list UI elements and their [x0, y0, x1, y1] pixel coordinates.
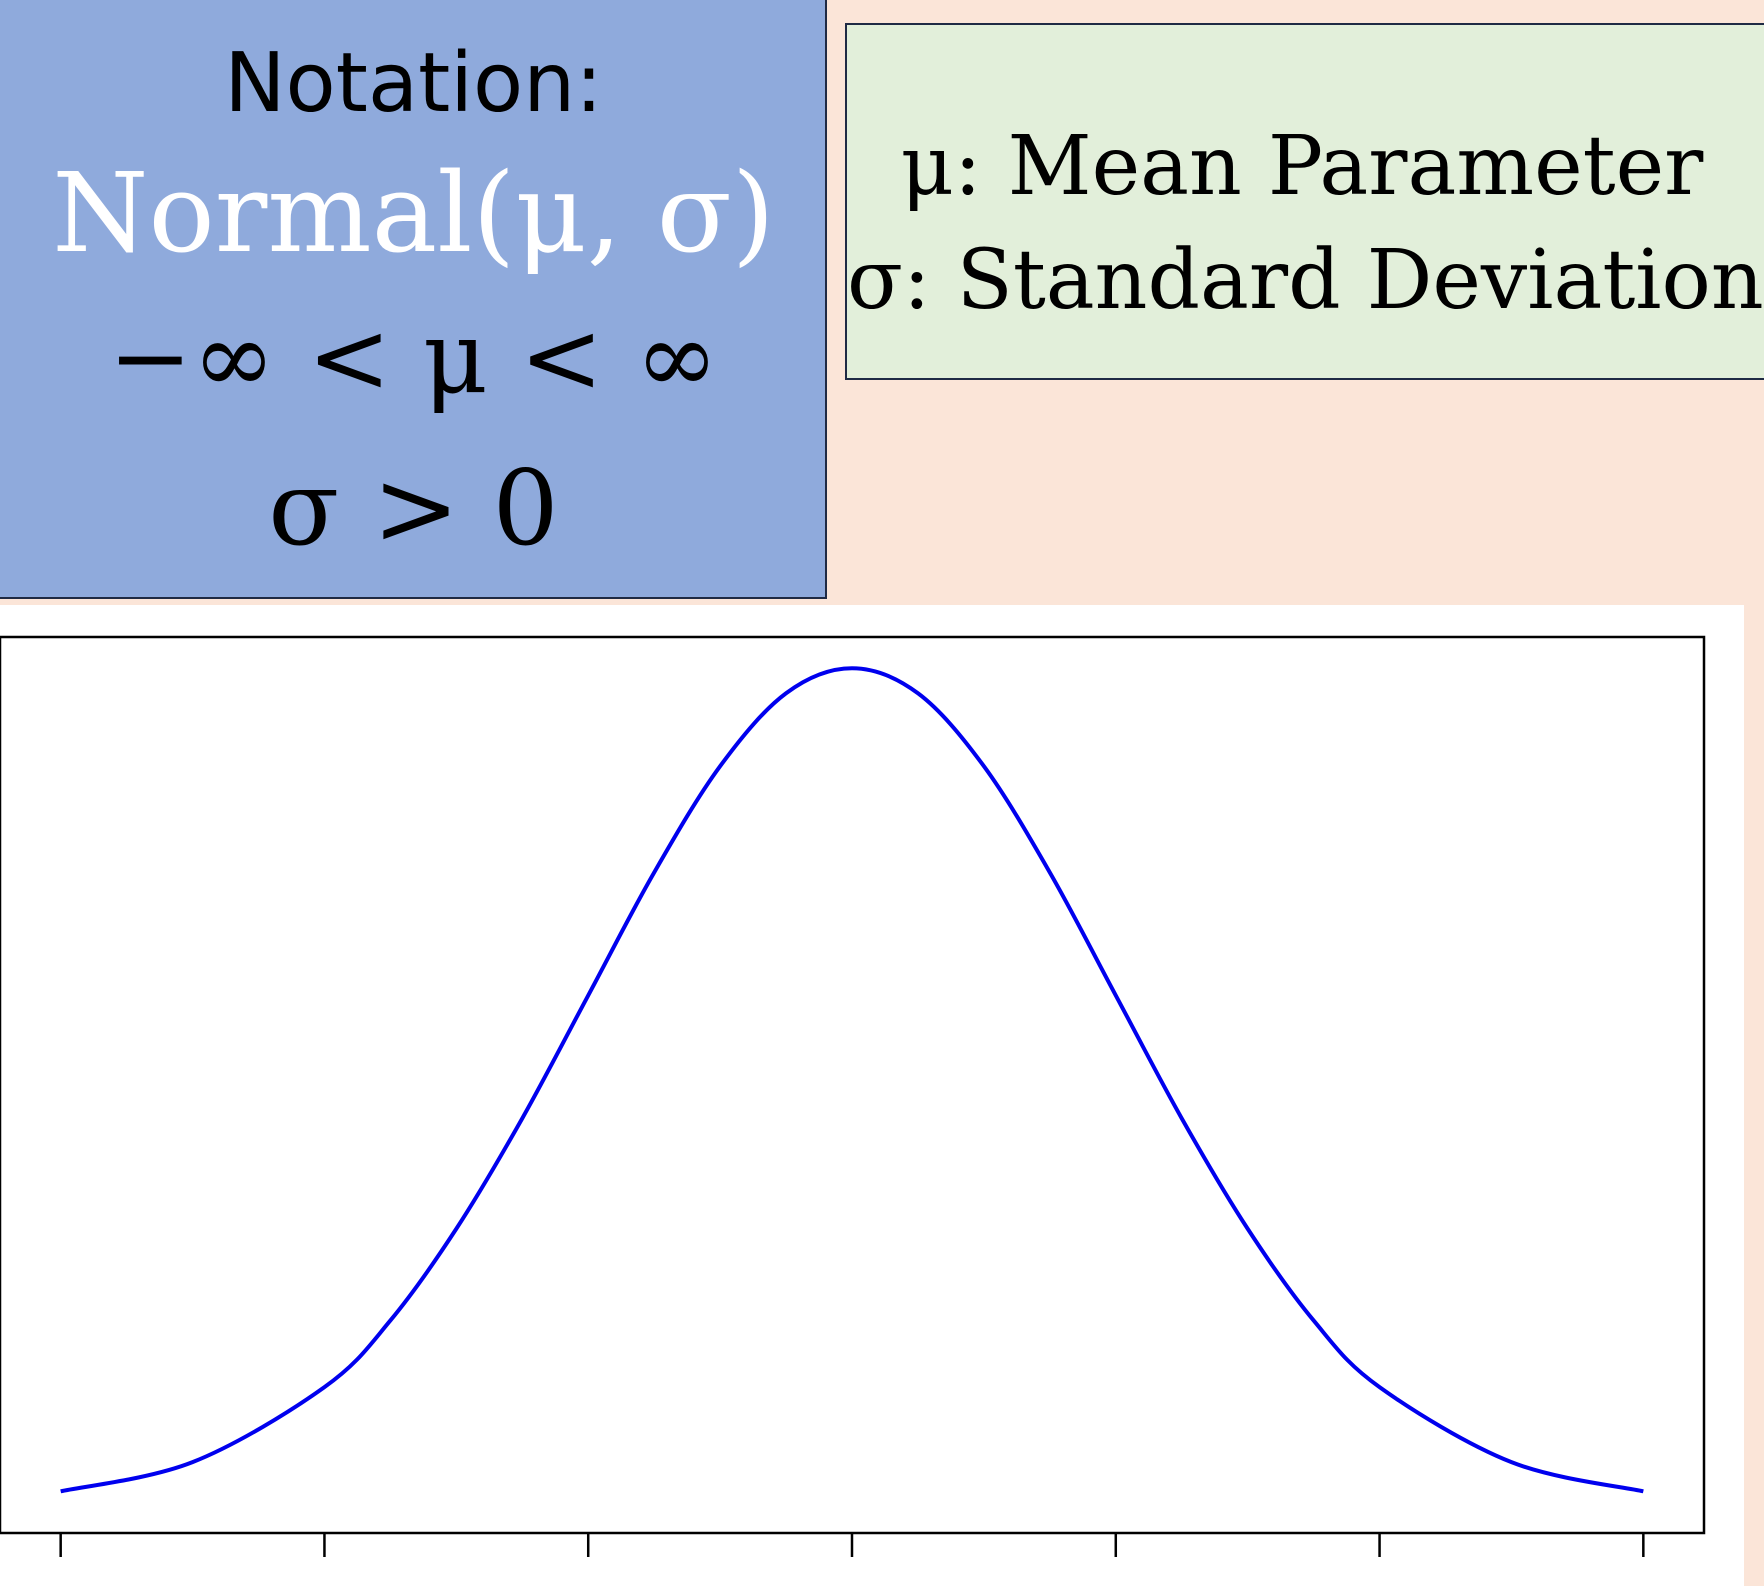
sigma-constraint: σ > 0 [268, 447, 559, 569]
parameters-panel: μ: Mean Parameter σ: Standard Deviation [845, 23, 1764, 380]
density-curve [60, 666, 1644, 1494]
plot-frame [0, 635, 1706, 1535]
mu-constraint: −∞ < μ < ∞ [108, 299, 719, 416]
normal-density-chart [0, 635, 1706, 1557]
notation-title: Notation: [224, 36, 603, 131]
sigma-description: σ: Standard Deviation [847, 233, 1764, 328]
distribution-notation: Normal(μ, σ) [52, 149, 775, 277]
mu-description: μ: Mean Parameter [900, 119, 1704, 214]
x-axis-ticks [59, 1533, 1645, 1557]
notation-panel: Notation: Normal(μ, σ) −∞ < μ < ∞ σ > 0 [0, 0, 827, 599]
